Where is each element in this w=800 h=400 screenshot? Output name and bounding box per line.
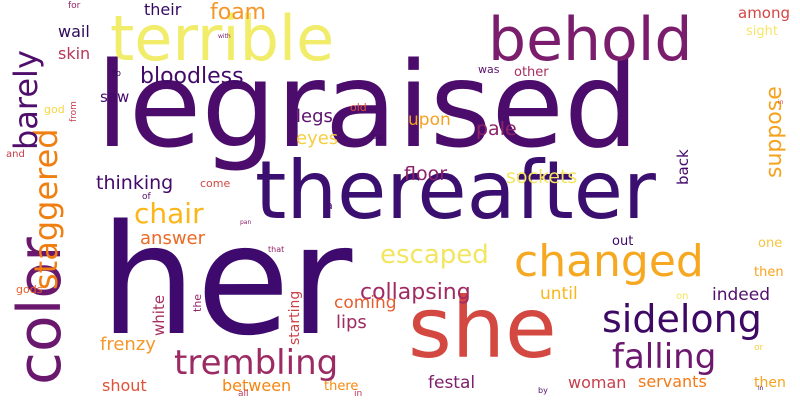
word-eyes: eyes xyxy=(296,128,339,149)
word-upon: upon xyxy=(408,110,451,130)
word-by: by xyxy=(538,386,548,395)
word-terrible: terrible xyxy=(110,2,335,75)
word-pan: pan xyxy=(240,219,252,226)
word-old: old xyxy=(350,101,367,114)
word-in: in xyxy=(354,389,363,399)
word-to: to xyxy=(112,69,122,79)
word-other: other xyxy=(514,65,549,80)
word-one: one xyxy=(758,236,783,251)
word-come: come xyxy=(200,177,231,190)
word-barely: barely xyxy=(7,50,45,150)
word-indeed: indeed xyxy=(712,285,770,305)
word-legraised: legraised xyxy=(96,36,639,174)
word-lips: lips xyxy=(336,312,367,333)
word-foam: foam xyxy=(210,0,267,25)
word-thinking: thinking xyxy=(96,172,174,194)
word-on: on xyxy=(676,291,689,302)
word-gods: gods xyxy=(16,283,43,296)
word-shout: shout xyxy=(102,376,147,395)
word-wail: wail xyxy=(58,22,90,41)
word-but: but xyxy=(372,133,384,141)
word-answer: answer xyxy=(140,228,206,249)
word-sidelong: sidelong xyxy=(602,297,762,341)
word-in-3: in xyxy=(778,99,784,106)
word-their: their xyxy=(144,0,182,19)
word-was: was xyxy=(478,63,500,76)
word-that: that xyxy=(268,245,285,254)
word-thereafter: thereafter xyxy=(255,144,656,237)
word-skin: skin xyxy=(58,44,91,63)
word-until: until xyxy=(540,284,578,304)
word-between: between xyxy=(222,376,292,395)
word-bloodless: bloodless xyxy=(140,64,244,89)
word-coming: coming xyxy=(334,293,397,313)
word-servants: servants xyxy=(638,372,707,391)
word-god: god xyxy=(44,103,65,116)
word-a: a xyxy=(326,199,333,212)
word-then: then xyxy=(754,375,786,391)
word-legs: legs xyxy=(296,106,333,127)
word-all: all xyxy=(238,389,249,399)
word-trembling: trembling xyxy=(174,343,339,383)
word-with: with xyxy=(218,33,231,40)
word-for: for xyxy=(68,1,81,11)
word-changed: changed xyxy=(514,236,704,287)
word-floor: floor xyxy=(404,163,448,185)
word-festal: festal xyxy=(428,373,476,393)
word-in-2: in xyxy=(758,385,764,392)
word-among: among xyxy=(738,4,791,22)
word-saw: saw xyxy=(100,88,130,106)
word-falling: falling xyxy=(612,337,717,377)
word-starting: starting xyxy=(287,290,303,345)
word-the: the xyxy=(191,293,204,312)
word-woman: woman xyxy=(568,373,627,392)
word-then-2: then xyxy=(754,265,784,280)
word-staggered: staggered xyxy=(27,128,65,290)
word-behold: behold xyxy=(488,5,693,75)
word-she: she xyxy=(408,279,557,377)
word-of: of xyxy=(142,192,151,202)
word-back: back xyxy=(674,149,692,185)
word-her: her xyxy=(100,192,353,369)
word-sockets: sockets xyxy=(506,166,578,188)
word-escaped: escaped xyxy=(380,240,489,270)
word-from: from xyxy=(69,101,79,122)
word-white: white xyxy=(150,294,168,336)
word-there: there xyxy=(324,379,359,394)
word-or: or xyxy=(754,343,764,353)
word-sight: sight xyxy=(746,24,778,39)
word-and: and xyxy=(6,149,25,160)
word-collapsing: collapsing xyxy=(360,280,471,305)
word-out: out xyxy=(612,234,634,249)
word-chair: chair xyxy=(134,197,204,230)
word-frenzy: frenzy xyxy=(100,334,156,355)
word-pale: pale xyxy=(476,118,517,140)
